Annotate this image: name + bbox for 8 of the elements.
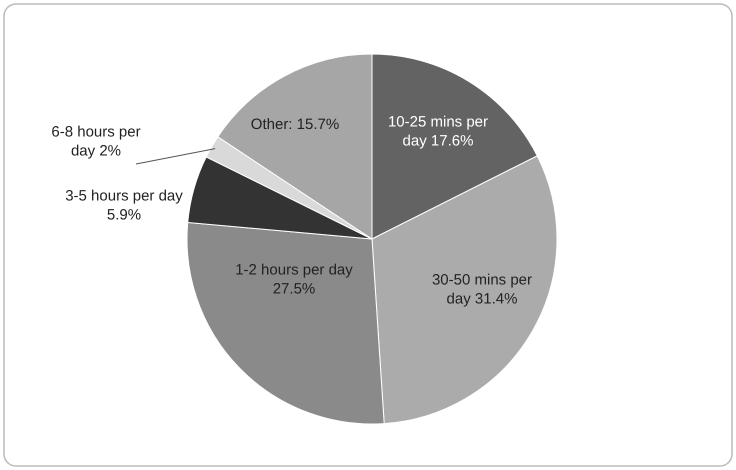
slice-label: Other: 15.7% <box>250 116 340 133</box>
slice-label: 30-50 mins per day 31.4% <box>432 271 532 308</box>
data-label: 27.5% <box>272 280 316 298</box>
slice-label: 6-8 hours per day 2% <box>51 123 141 160</box>
slice-label: 1-2 hours per day <box>235 261 354 278</box>
data-label: 5.9% <box>106 206 142 224</box>
slice-label: 3-5 hours per day <box>65 187 184 204</box>
slice-label: 10-25 mins per day 17.6% <box>388 113 488 150</box>
